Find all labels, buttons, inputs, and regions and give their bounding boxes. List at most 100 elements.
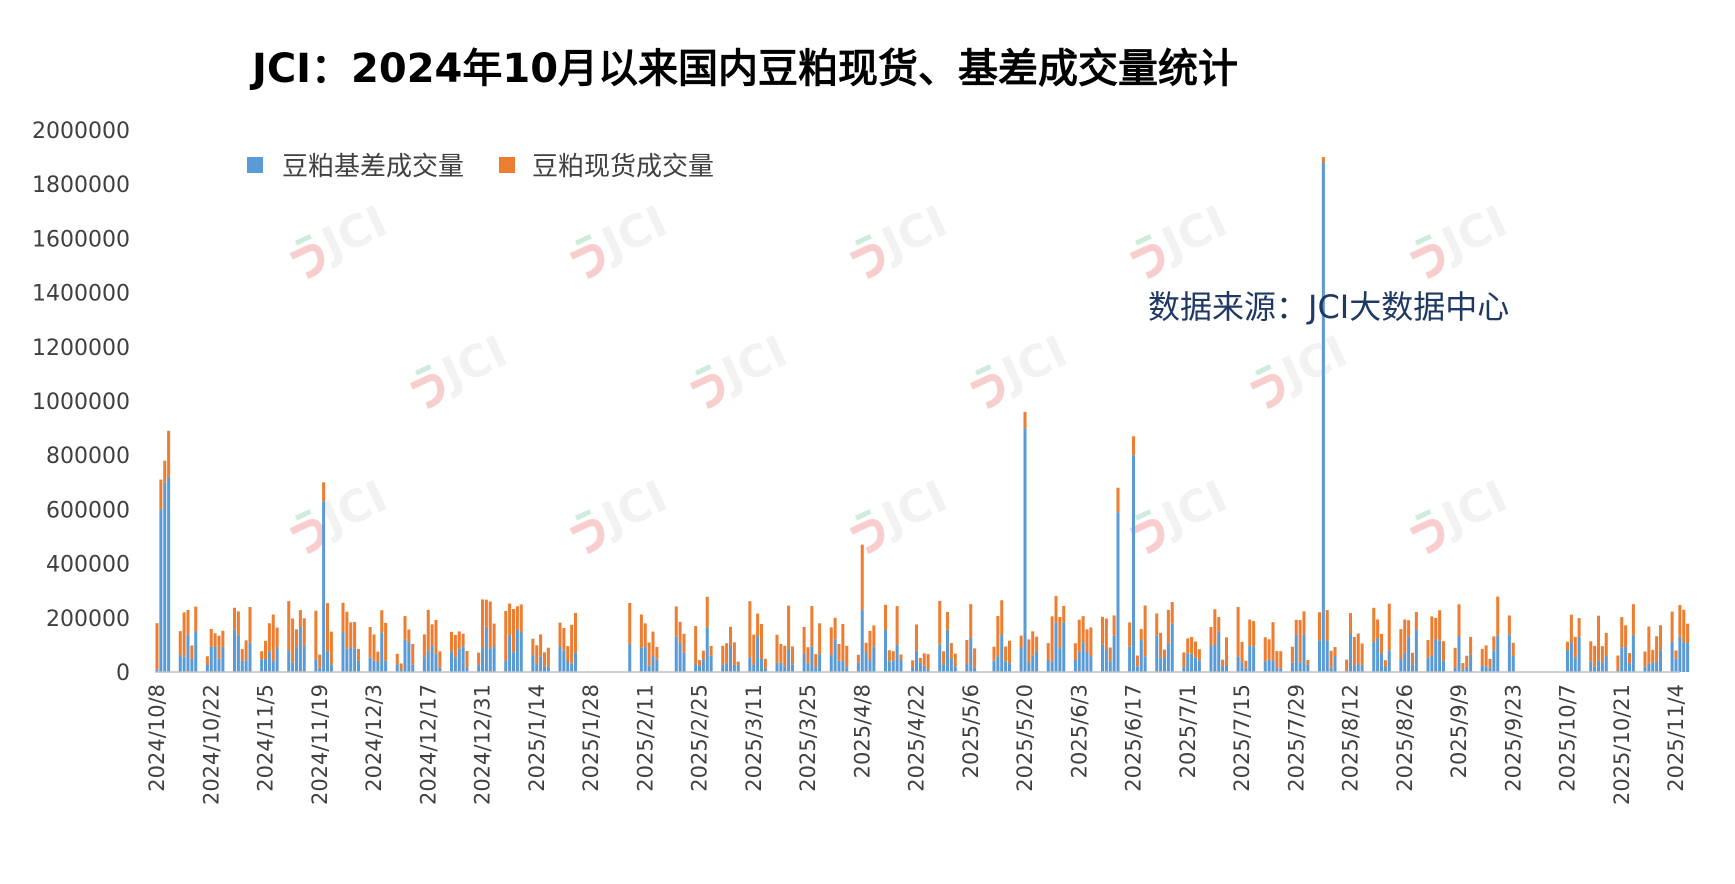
bar-spot (244, 640, 248, 661)
watermark-logo-mark (569, 244, 605, 280)
x-tick-label: 2024/10/8 (145, 684, 169, 792)
bar-basis (1461, 669, 1465, 672)
bar-spot (1193, 641, 1198, 658)
bar-basis (318, 667, 322, 672)
bar-spot (868, 630, 872, 661)
bar-spot (213, 633, 217, 647)
watermark-logo-accent (1254, 364, 1272, 376)
bar-basis (1352, 665, 1356, 672)
bar-basis (775, 662, 779, 672)
bar-basis (833, 639, 837, 672)
bar-spot (810, 606, 814, 647)
bar-spot (411, 643, 415, 665)
bar-basis (992, 660, 996, 672)
bar-spot (732, 642, 736, 665)
bar-spot (1100, 616, 1105, 645)
bar-spot (353, 622, 357, 649)
bar-basis (322, 501, 326, 672)
bar-basis (1376, 638, 1380, 672)
bar-basis (1004, 661, 1008, 672)
bar-spot (163, 460, 167, 483)
bar-spot (1236, 606, 1240, 657)
bar-spot (643, 623, 647, 647)
bar-spot (329, 631, 333, 665)
bar-spot (232, 607, 237, 630)
bar-basis (1081, 642, 1085, 672)
bar-spot (1620, 617, 1624, 648)
watermark: JCI (849, 196, 955, 280)
bar-spot (1453, 647, 1457, 668)
bar-spot (969, 604, 973, 638)
bar-spot (682, 633, 686, 653)
bar-basis (368, 657, 372, 672)
bar-spot (546, 647, 550, 667)
bar-basis (678, 642, 682, 672)
bar-basis (240, 660, 244, 672)
bar-spot (372, 634, 376, 661)
bar-spot (1166, 609, 1170, 644)
bar-spot (457, 631, 461, 649)
bar-spot (1077, 619, 1081, 652)
bar-basis (1077, 651, 1081, 672)
bar-spot (477, 652, 481, 666)
bar-basis (1430, 655, 1434, 672)
bar-basis (1383, 666, 1387, 672)
y-tick-label: 1400000 (32, 282, 130, 307)
bar-spot (345, 611, 349, 649)
bar-spot (1190, 637, 1194, 654)
bar-spot (1593, 645, 1597, 667)
bar-spot (1031, 631, 1035, 656)
bar-basis (864, 652, 868, 672)
watermark-logo-accent (1414, 234, 1432, 246)
bar-basis (1046, 659, 1050, 672)
bar-spot (1438, 610, 1442, 641)
bar-basis (356, 660, 361, 672)
bar-basis (1279, 668, 1283, 672)
bar-basis (1321, 162, 1325, 672)
bar-basis (1019, 648, 1023, 672)
bar-spot (841, 623, 845, 662)
bar-basis (1139, 640, 1143, 672)
bar-spot (1275, 651, 1279, 668)
watermark: JCI (1249, 326, 1355, 410)
bar-basis (969, 637, 973, 672)
bar-basis (1414, 629, 1418, 672)
bar-spot (1054, 595, 1058, 623)
bar-spot (1306, 659, 1310, 665)
bar-basis (1348, 633, 1353, 672)
bar-spot (1596, 615, 1601, 661)
bar-basis (294, 647, 299, 672)
bar-basis (748, 657, 752, 672)
bar-basis (353, 648, 357, 672)
bar-spot (1131, 436, 1136, 456)
bar-basis (453, 657, 457, 672)
watermark-logo-accent (294, 509, 312, 521)
bar-basis (1104, 649, 1108, 672)
bar-basis (298, 626, 302, 672)
bar-basis (953, 666, 957, 672)
bar-spot (178, 631, 182, 655)
bar-spot (922, 653, 926, 666)
bar-spot (1135, 655, 1139, 667)
bar-basis (504, 660, 508, 672)
y-tick-label: 600000 (46, 498, 130, 523)
bar-basis (399, 670, 403, 672)
x-tick-label: 2025/2/11 (633, 684, 657, 792)
bar-spot (368, 627, 372, 658)
bar-basis (1023, 428, 1027, 672)
bar-basis (271, 661, 275, 672)
bar-spot (1496, 596, 1500, 636)
watermark: JCI (409, 326, 515, 410)
bar-spot (802, 626, 806, 654)
x-tick-label: 2025/5/20 (1013, 684, 1037, 792)
bar-basis (1170, 623, 1174, 672)
bar-basis (922, 665, 926, 672)
bar-spot (558, 622, 562, 646)
bar-basis (1294, 634, 1298, 672)
bar-basis (1457, 636, 1461, 672)
bar-basis (275, 647, 279, 672)
bar-basis (213, 646, 217, 672)
bar-basis (1306, 664, 1310, 672)
bar-spot (864, 642, 868, 653)
